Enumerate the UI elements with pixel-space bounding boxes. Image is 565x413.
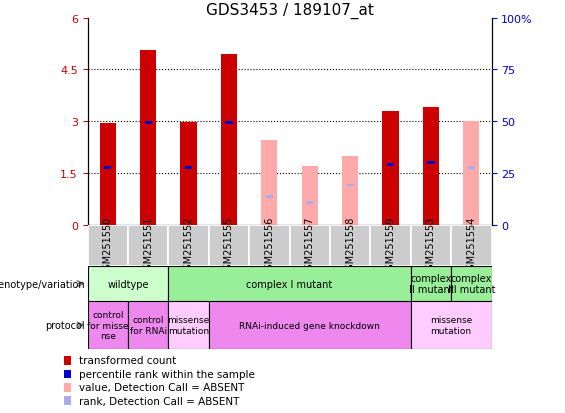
Bar bbox=[88, 266, 168, 301]
Bar bbox=[387, 164, 394, 166]
Text: GSM251551: GSM251551 bbox=[143, 216, 153, 275]
Bar bbox=[346, 184, 354, 187]
Text: GSM251553: GSM251553 bbox=[426, 216, 436, 275]
Text: value, Detection Call = ABSENT: value, Detection Call = ABSENT bbox=[79, 382, 244, 392]
Bar bbox=[427, 162, 434, 164]
Bar bbox=[180, 123, 197, 225]
Bar bbox=[64, 356, 71, 365]
Bar bbox=[468, 167, 475, 170]
Text: GSM251550: GSM251550 bbox=[103, 216, 113, 275]
Bar bbox=[145, 121, 152, 124]
Text: complex I mutant: complex I mutant bbox=[246, 279, 333, 289]
Bar bbox=[185, 167, 192, 170]
Bar bbox=[261, 141, 277, 225]
Text: control
for misse
nse: control for misse nse bbox=[87, 311, 129, 340]
Bar bbox=[383, 112, 399, 225]
Bar bbox=[64, 396, 71, 405]
Bar bbox=[209, 225, 249, 266]
Bar bbox=[168, 301, 209, 349]
Text: missense
mutation: missense mutation bbox=[167, 316, 210, 335]
Text: complex
III mutant: complex III mutant bbox=[447, 273, 495, 295]
Bar bbox=[411, 225, 451, 266]
Bar bbox=[266, 195, 273, 198]
Bar bbox=[128, 225, 168, 266]
Bar bbox=[168, 225, 209, 266]
Bar bbox=[411, 301, 492, 349]
Text: RNAi-induced gene knockdown: RNAi-induced gene knockdown bbox=[240, 321, 380, 330]
Text: complex
II mutant: complex II mutant bbox=[408, 273, 453, 295]
Text: genotype/variation: genotype/variation bbox=[0, 279, 85, 289]
Bar bbox=[64, 370, 71, 378]
Text: GSM251554: GSM251554 bbox=[466, 216, 476, 275]
Bar bbox=[423, 108, 439, 225]
Title: GDS3453 / 189107_at: GDS3453 / 189107_at bbox=[206, 2, 373, 19]
Bar bbox=[411, 266, 451, 301]
Bar bbox=[140, 51, 157, 225]
Text: wildtype: wildtype bbox=[107, 279, 149, 289]
Bar bbox=[225, 121, 233, 124]
Bar bbox=[290, 225, 330, 266]
Bar bbox=[330, 225, 371, 266]
Bar bbox=[209, 301, 411, 349]
Text: GSM251556: GSM251556 bbox=[264, 216, 275, 275]
Text: rank, Detection Call = ABSENT: rank, Detection Call = ABSENT bbox=[79, 396, 239, 406]
Bar bbox=[371, 225, 411, 266]
Bar bbox=[88, 225, 128, 266]
Bar bbox=[451, 225, 492, 266]
Bar bbox=[249, 225, 289, 266]
Bar bbox=[99, 123, 116, 225]
Bar bbox=[342, 156, 358, 225]
Bar bbox=[64, 383, 71, 392]
Bar bbox=[104, 167, 111, 170]
Text: missense
mutation: missense mutation bbox=[430, 316, 472, 335]
Bar bbox=[88, 301, 128, 349]
Bar bbox=[306, 202, 314, 204]
Text: control
for RNAi: control for RNAi bbox=[129, 316, 167, 335]
Text: protocol: protocol bbox=[45, 320, 85, 330]
Text: percentile rank within the sample: percentile rank within the sample bbox=[79, 369, 255, 379]
Text: GSM251552: GSM251552 bbox=[184, 216, 194, 275]
Text: GSM251559: GSM251559 bbox=[385, 216, 396, 275]
Bar bbox=[302, 166, 318, 225]
Bar bbox=[128, 301, 168, 349]
Bar bbox=[463, 122, 480, 225]
Text: GSM251557: GSM251557 bbox=[305, 216, 315, 275]
Text: GSM251558: GSM251558 bbox=[345, 216, 355, 275]
Bar bbox=[221, 55, 237, 225]
Bar bbox=[168, 266, 411, 301]
Bar bbox=[451, 266, 492, 301]
Text: transformed count: transformed count bbox=[79, 356, 176, 366]
Text: GSM251555: GSM251555 bbox=[224, 216, 234, 275]
